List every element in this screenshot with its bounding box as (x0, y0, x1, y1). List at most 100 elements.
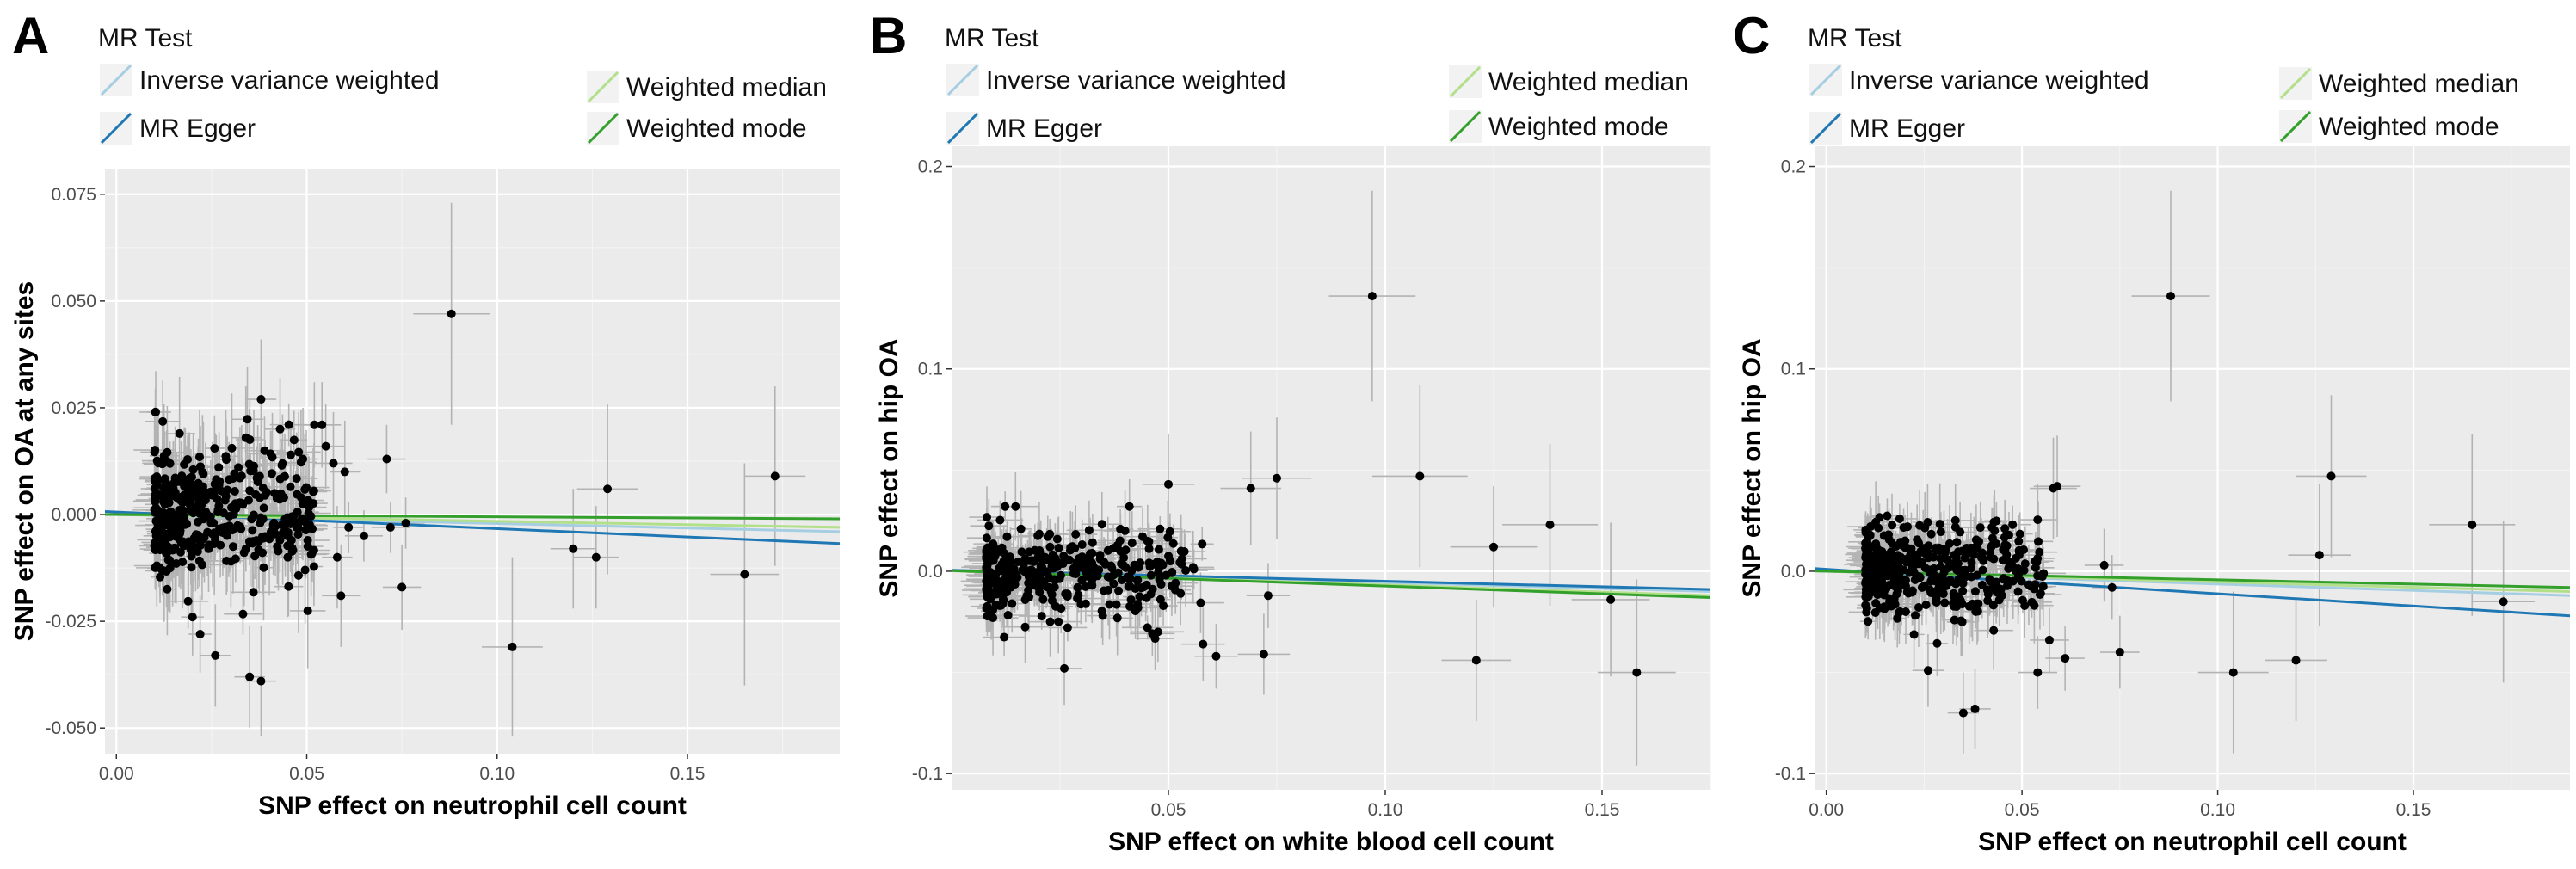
p1-data-point (1047, 596, 1057, 606)
p1-data-point (1125, 502, 1134, 511)
p0-data-point (269, 518, 279, 527)
p1-data-point (1162, 570, 1171, 580)
p2-data-point (1950, 515, 1960, 525)
p2-data-point (2037, 572, 2047, 582)
p1-data-point (1063, 555, 1073, 564)
p1-data-point (1051, 553, 1060, 563)
p1-legend-label-0: Inverse variance weighted (986, 66, 1286, 95)
p2-legend-item-wmode: Weighted mode (2279, 110, 2499, 143)
p2-data-point (2031, 557, 2040, 566)
p2-data-point (2499, 597, 2508, 607)
p0-data-point (770, 471, 780, 481)
p0-data-point (158, 416, 168, 426)
p2-data-point (1861, 601, 1870, 610)
p2-data-point (1954, 574, 1963, 583)
p2-data-point (1868, 568, 1877, 577)
p2-data-point (1950, 522, 1960, 532)
p2-data-point (1974, 599, 1983, 608)
p1-ytick-label: 0.2 (918, 157, 943, 177)
p1-data-point (1632, 668, 1642, 677)
p2-data-point (2044, 635, 2054, 644)
p2-data-point (1999, 574, 2008, 583)
p0-data-point (153, 459, 163, 468)
p1-data-point (1415, 471, 1425, 481)
p0-ytick-label: 0.050 (51, 292, 96, 311)
p1-data-point (1081, 582, 1090, 591)
p1-data-point (1011, 502, 1020, 511)
p0-data-point (508, 642, 517, 651)
p0-data-point (740, 570, 749, 579)
p0-data-point (569, 544, 578, 553)
p0-data-point (211, 650, 220, 660)
p1-legend-label-2: Weighted median (1488, 68, 1689, 96)
p2-data-point (1861, 544, 1870, 553)
p2-data-point (1936, 575, 1945, 584)
p2-x-axis-title: SNP effect on neutrophil cell count (1978, 828, 2407, 856)
p0-data-point (157, 566, 167, 576)
p1-data-point (1181, 566, 1191, 576)
p0-data-point (194, 453, 204, 462)
p2-data-point (1892, 572, 1901, 582)
p0-data-point (309, 486, 318, 496)
panel-b: B MR Test Inverse variance weighted MR Egge… (863, 0, 1722, 869)
p0-data-point (267, 469, 276, 478)
p2-data-point (1967, 601, 1976, 611)
p0-data-point (284, 420, 293, 429)
p1-data-point (1606, 595, 1616, 604)
p2-data-point (1957, 616, 1966, 626)
p2-data-point (1935, 520, 1944, 529)
p0-data-point (397, 582, 407, 592)
p2-legend-key-line-3 (2279, 110, 2312, 143)
p1-data-point (1071, 564, 1081, 573)
p2-data-point (1978, 554, 1987, 564)
p0-data-point (262, 487, 271, 496)
p2-data-point (1932, 597, 1941, 607)
p2-data-point (2115, 648, 2124, 657)
p1-data-point (1142, 593, 1151, 602)
p2-data-point (1983, 589, 1993, 599)
p1-data-point (1082, 564, 1092, 574)
p0-data-point (293, 490, 302, 499)
p2-data-point (2228, 668, 2238, 677)
p1-data-point (1025, 547, 1034, 557)
p0-data-point (245, 539, 255, 548)
p1-data-point (1135, 592, 1144, 601)
p0-data-point (171, 558, 181, 568)
p1-ytick-label: 0.0 (918, 562, 943, 582)
p0-data-point (259, 563, 268, 572)
p1-data-point (1026, 565, 1036, 575)
p0-data-point (271, 529, 280, 539)
p0-data-point (283, 552, 293, 562)
p1-data-point (1159, 601, 1168, 611)
p1-data-point (1154, 564, 1163, 573)
p0-data-point (150, 505, 159, 515)
p1-legend-label-1: MR Egger (986, 114, 1102, 143)
p2-legend-label-2: Weighted median (2319, 70, 2519, 98)
p0-data-point (195, 508, 205, 518)
p2-data-point (1936, 527, 1945, 537)
p2-data-point (1940, 598, 1950, 607)
p0-data-point (165, 533, 175, 542)
p0-data-point (184, 537, 194, 546)
p1-data-point (1471, 656, 1481, 665)
p2-data-point (2013, 587, 2023, 596)
p2-data-point (1963, 549, 1973, 558)
p1-data-point (1001, 502, 1010, 511)
p0-data-point (246, 466, 256, 476)
p2-data-point (1950, 615, 1959, 625)
p0-data-point (241, 433, 250, 442)
p0-data-point (248, 526, 257, 535)
p0-data-point (225, 521, 234, 531)
p0-data-point (181, 477, 190, 486)
p2-data-point (1923, 666, 1932, 675)
p0-data-point (152, 561, 162, 570)
p1-data-point (1052, 534, 1062, 544)
p2-data-point (1973, 543, 1982, 552)
p2-data-point (2000, 524, 2010, 533)
p2-data-point (2033, 515, 2043, 525)
p1-data-point (1127, 539, 1137, 548)
p1-data-point (1273, 473, 1281, 483)
p2-data-point (1921, 601, 1931, 610)
p1-data-point (1081, 599, 1090, 608)
p1-data-point (1077, 552, 1087, 562)
